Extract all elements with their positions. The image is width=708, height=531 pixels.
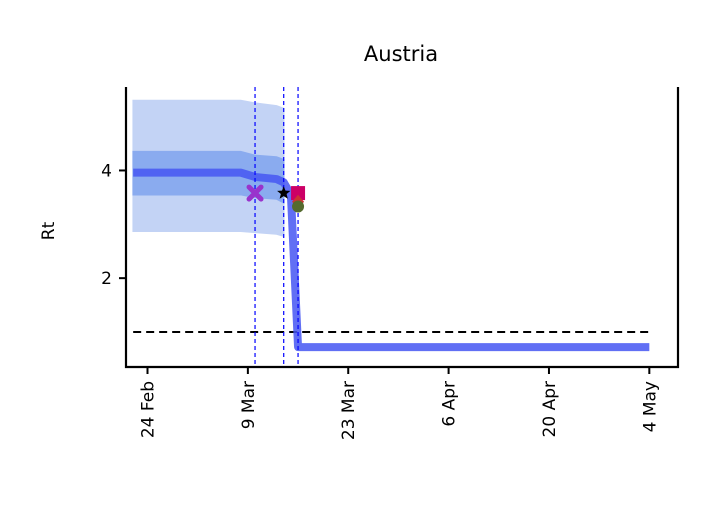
x-tick-label-3: 23 Mar	[339, 381, 359, 440]
x-tick-label-4: 6 Apr	[440, 381, 460, 427]
intervention-marker-1	[246, 184, 264, 202]
intervention-marker-5	[292, 200, 305, 213]
x-tick-label-1: 24 Feb	[139, 381, 159, 438]
y-tick-label-2: 4	[101, 161, 112, 181]
x-tick-label-2: 9 Mar	[239, 381, 259, 429]
intervention-marker-2	[277, 186, 291, 199]
intervention-marker-3	[291, 186, 306, 201]
y-tick-label-1: 2	[101, 269, 112, 289]
plot-area	[132, 87, 650, 367]
median-line	[133, 168, 650, 352]
axes: 2 4 24 Feb 9 Mar 23 Mar 6 Apr 20 Apr 4 May	[101, 87, 680, 440]
axes-frame	[124, 87, 680, 369]
x-tick-label-5: 20 Apr	[540, 381, 560, 437]
y-axis-label: Rt	[39, 221, 59, 240]
chart-title: Austria	[364, 42, 438, 66]
x-tick-label-6: 4 May	[640, 381, 660, 432]
